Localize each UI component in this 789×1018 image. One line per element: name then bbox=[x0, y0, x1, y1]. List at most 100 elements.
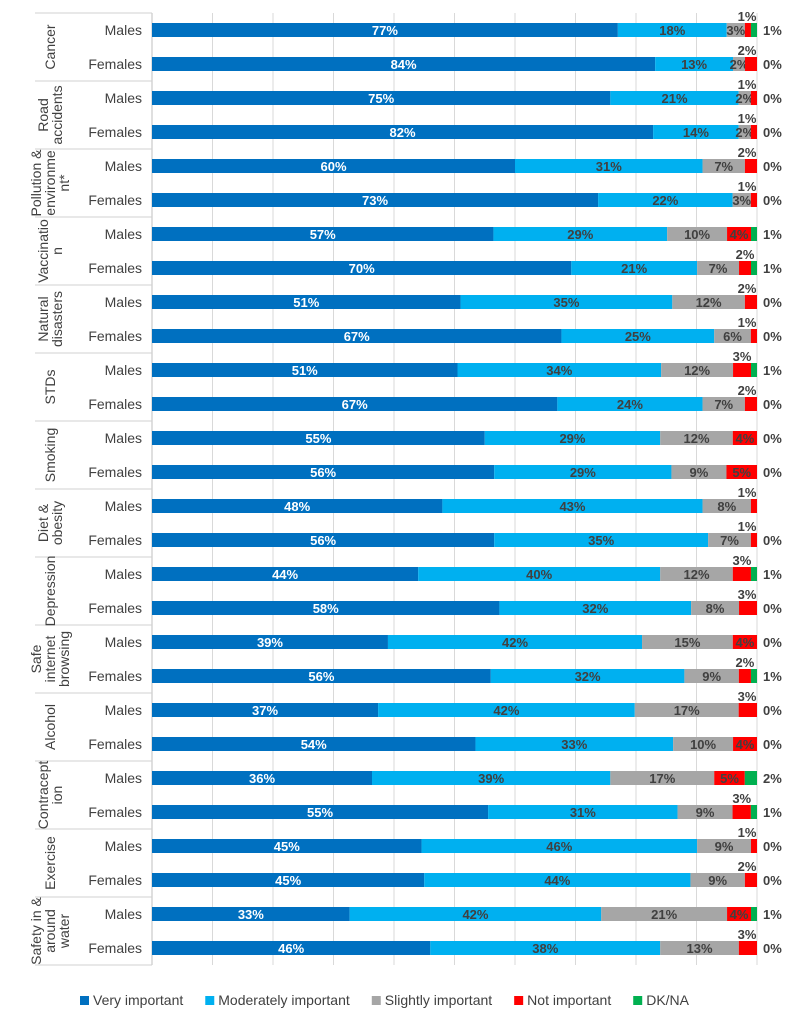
bar-segment-very-important bbox=[152, 873, 425, 887]
data-label: 6% bbox=[723, 329, 742, 344]
bar-segment-very-important bbox=[152, 533, 495, 547]
data-label: 70% bbox=[349, 261, 375, 276]
bar-segment-very-important bbox=[152, 669, 491, 683]
data-label: 46% bbox=[278, 941, 304, 956]
data-label: 7% bbox=[714, 159, 733, 174]
row-label: Females bbox=[88, 736, 142, 752]
data-label: 45% bbox=[274, 839, 300, 854]
bar-segment-not-important bbox=[732, 805, 751, 819]
data-label: 55% bbox=[307, 805, 333, 820]
group-label: Vaccinatio bbox=[35, 219, 51, 283]
bar-segment-moderately-important bbox=[653, 125, 739, 139]
bar-segment-not-important bbox=[726, 465, 757, 479]
data-label: 21% bbox=[651, 907, 677, 922]
data-label: 3% bbox=[732, 553, 751, 568]
data-label: 0% bbox=[763, 159, 782, 174]
data-label: 1% bbox=[763, 23, 782, 38]
group-label: Exercise bbox=[42, 836, 58, 890]
data-label: 2% bbox=[738, 383, 757, 398]
data-label: 22% bbox=[652, 193, 678, 208]
bar-segment-very-important bbox=[152, 703, 379, 717]
data-label: 0% bbox=[763, 533, 782, 548]
data-label: 56% bbox=[310, 533, 336, 548]
data-label: 60% bbox=[320, 159, 346, 174]
row-label: Females bbox=[88, 124, 142, 140]
bar-segment-very-important bbox=[152, 91, 611, 105]
bar-segment-moderately-important bbox=[475, 737, 674, 751]
bar-segment-moderately-important bbox=[430, 941, 661, 955]
group-label: Contracept bbox=[35, 761, 51, 830]
data-label: 4% bbox=[736, 635, 755, 650]
bar-segment-very-important bbox=[152, 941, 431, 955]
data-label: 75% bbox=[368, 91, 394, 106]
data-label: 0% bbox=[763, 601, 782, 616]
bar-segment-slightly-important bbox=[691, 601, 740, 615]
data-label: 2% bbox=[738, 859, 757, 874]
row-label: Males bbox=[105, 430, 142, 446]
data-label: 0% bbox=[763, 839, 782, 854]
data-label: 7% bbox=[720, 533, 739, 548]
bar-segment-slightly-important bbox=[661, 363, 734, 377]
bar-segment-moderately-important bbox=[424, 873, 691, 887]
bar-segment-dk-na bbox=[750, 669, 757, 683]
data-label: 2% bbox=[735, 91, 754, 106]
bar-segment-moderately-important bbox=[561, 329, 715, 343]
group-label: Alcohol bbox=[42, 704, 58, 750]
bar-segment-moderately-important bbox=[372, 771, 611, 785]
data-label: 48% bbox=[284, 499, 310, 514]
bar-segment-not-important bbox=[727, 907, 752, 921]
data-label: 18% bbox=[659, 23, 685, 38]
row-label: Males bbox=[105, 906, 142, 922]
data-label: 0% bbox=[763, 703, 782, 718]
data-label: 35% bbox=[553, 295, 579, 310]
data-label: 0% bbox=[763, 329, 782, 344]
bar-segment-very-important bbox=[152, 839, 422, 853]
bar-segment-slightly-important bbox=[610, 771, 715, 785]
data-label: 2% bbox=[735, 125, 754, 140]
data-label: 13% bbox=[687, 941, 713, 956]
data-label: 1% bbox=[763, 227, 782, 242]
bar-segment-slightly-important bbox=[684, 669, 739, 683]
data-label: 5% bbox=[732, 465, 751, 480]
data-label: 12% bbox=[683, 431, 709, 446]
row-label: Males bbox=[105, 22, 142, 38]
group-label: disasters bbox=[49, 291, 65, 347]
data-label: 37% bbox=[252, 703, 278, 718]
bar-segment-very-important bbox=[152, 465, 495, 479]
data-label: 44% bbox=[544, 873, 570, 888]
data-label: 9% bbox=[696, 805, 715, 820]
data-label: 2% bbox=[738, 281, 757, 296]
data-label: 1% bbox=[763, 261, 782, 276]
data-label: 2% bbox=[738, 145, 757, 160]
row-label: Females bbox=[88, 668, 142, 684]
data-label: 7% bbox=[714, 397, 733, 412]
row-label: Females bbox=[88, 464, 142, 480]
data-label: 2% bbox=[738, 43, 757, 58]
bar-segment-not-important bbox=[738, 703, 757, 717]
group-label: Pollution & bbox=[28, 149, 44, 217]
bar-segment-dk-na bbox=[751, 227, 757, 241]
bar-segment-not-important bbox=[732, 567, 751, 581]
data-label: 1% bbox=[763, 363, 782, 378]
data-label: 9% bbox=[702, 669, 721, 684]
row-label: Females bbox=[88, 192, 142, 208]
data-label: 0% bbox=[763, 737, 782, 752]
bar-segment-not-important bbox=[744, 159, 757, 173]
bar-segment-slightly-important bbox=[660, 431, 733, 445]
bar-segment-moderately-important bbox=[490, 669, 685, 683]
group-label: Natural bbox=[35, 296, 51, 341]
data-label: 82% bbox=[390, 125, 416, 140]
bar-segment-slightly-important bbox=[677, 805, 733, 819]
bar-segment-not-important bbox=[750, 499, 757, 513]
data-label: 46% bbox=[546, 839, 572, 854]
bar-segment-moderately-important bbox=[378, 703, 635, 717]
bar-segment-moderately-important bbox=[349, 907, 602, 921]
row-label: Males bbox=[105, 498, 142, 514]
bar-segment-not-important bbox=[744, 295, 757, 309]
data-label: 44% bbox=[272, 567, 298, 582]
bar-segment-not-important bbox=[750, 91, 757, 105]
data-label: 4% bbox=[730, 907, 749, 922]
legend-swatch bbox=[371, 996, 381, 1005]
